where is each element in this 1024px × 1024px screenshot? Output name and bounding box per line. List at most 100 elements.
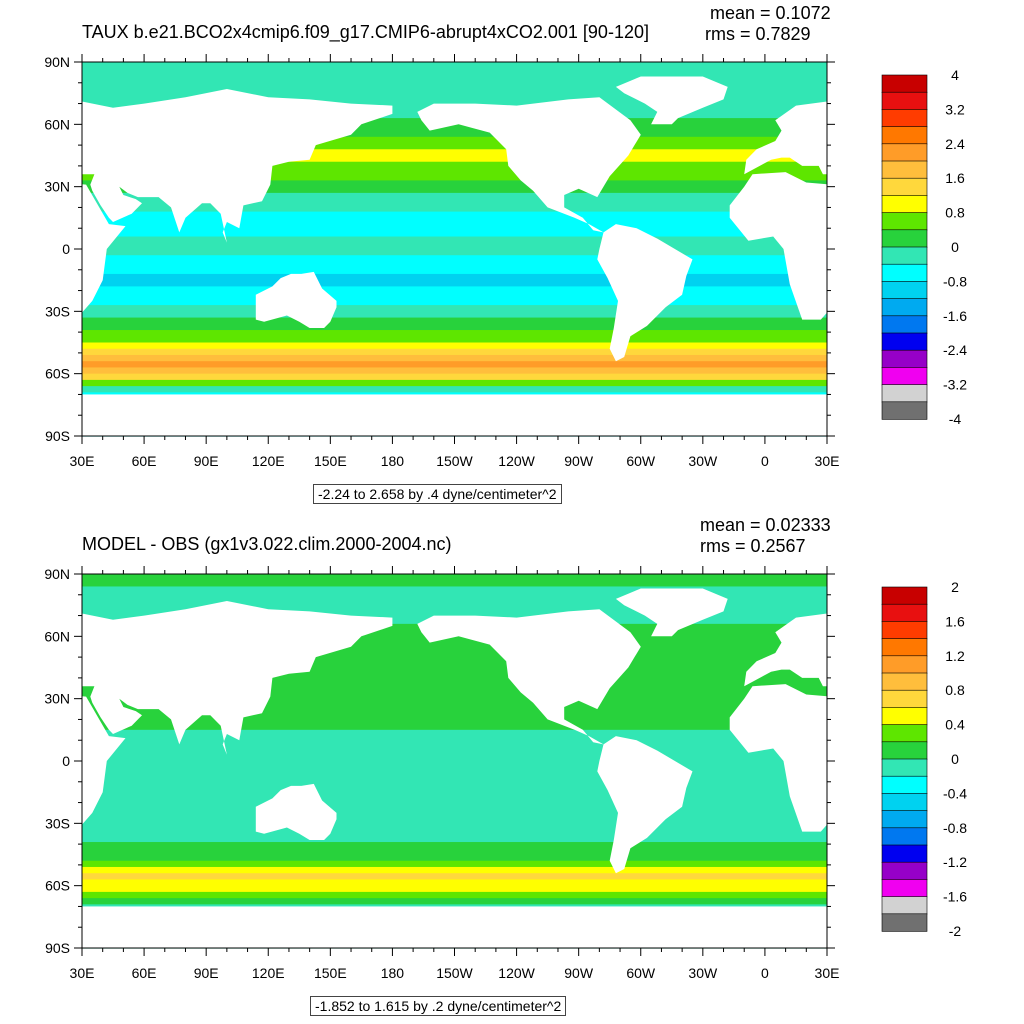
colorbar-swatch	[881, 603, 928, 623]
field-band	[82, 180, 827, 188]
landmass	[744, 101, 827, 175]
colorbar-swatch	[881, 91, 928, 111]
antarctica	[82, 394, 827, 436]
field-band	[82, 261, 827, 269]
landmass	[729, 172, 827, 320]
colorbar-swatch	[881, 775, 928, 795]
colorbar-label: 0.8	[945, 682, 965, 698]
colorbar-label: 1.6	[945, 170, 965, 186]
colorbar-swatch	[881, 879, 928, 898]
colorbar-swatch	[881, 586, 928, 605]
colorbar-label: -2	[949, 923, 962, 939]
field-band	[82, 174, 827, 182]
x-tick-label: 90W	[564, 453, 594, 469]
x-tick-label: 120E	[252, 965, 285, 981]
field-band	[82, 829, 827, 837]
field-band	[82, 598, 827, 606]
field-band	[82, 592, 827, 600]
x-tick-label: 0	[761, 965, 769, 981]
y-tick-label: 90N	[44, 566, 70, 582]
field-band	[82, 785, 827, 793]
x-tick-label: 30E	[815, 453, 840, 469]
field-band	[82, 848, 827, 856]
colorbar-swatch	[881, 827, 928, 846]
colorbar-swatch	[881, 638, 928, 657]
landmass	[597, 224, 693, 362]
field-band	[82, 224, 827, 231]
x-tick-label: 90E	[194, 965, 219, 981]
y-tick-label: 30N	[44, 179, 70, 195]
field-band	[82, 736, 827, 743]
field-band	[82, 605, 827, 612]
field-band	[82, 249, 827, 256]
landmass	[417, 97, 641, 233]
colorbar-swatch	[881, 143, 928, 162]
colorbar-label: -0.4	[943, 785, 967, 801]
x-tick-label: 60E	[132, 965, 157, 981]
x-tick-label: 150W	[436, 965, 473, 981]
colorbar-label: -1.6	[943, 889, 967, 905]
colorbar-swatch	[881, 758, 928, 777]
y-tick-label: 60N	[44, 116, 70, 132]
colorbar-label: -0.8	[943, 820, 967, 836]
field-band	[82, 636, 827, 644]
landmass	[744, 613, 827, 687]
x-tick-label: 30E	[70, 965, 95, 981]
field-band	[82, 704, 827, 712]
y-tick-label: 30N	[44, 691, 70, 707]
field-band	[82, 273, 827, 281]
field-band	[82, 280, 827, 287]
x-tick-label: 180	[381, 453, 405, 469]
colorbar-swatch	[881, 655, 928, 674]
x-tick-label: 120W	[498, 453, 535, 469]
colorbar-swatch	[881, 315, 928, 334]
field-band	[82, 873, 827, 881]
field-band	[82, 817, 827, 824]
colorbar-swatch	[881, 177, 928, 197]
field-band	[82, 211, 827, 219]
land-mask	[82, 76, 1024, 436]
field-band	[82, 779, 827, 787]
y-tick-label: 90S	[45, 428, 70, 444]
field-band	[82, 742, 827, 750]
colorbar-label: -4	[949, 411, 962, 427]
y-tick-label: 0	[62, 241, 70, 257]
landmass	[1001, 784, 1024, 840]
field-band	[82, 305, 827, 312]
field-band	[82, 336, 827, 344]
bottom-panel: MODEL - OBS (gx1v3.022.clim.2000-2004.nc…	[0, 512, 1024, 1024]
field-band	[82, 255, 827, 263]
field-band	[82, 161, 827, 169]
field-band	[82, 860, 827, 868]
x-tick-label: 150W	[436, 453, 473, 469]
colorbar-swatch	[881, 793, 928, 812]
field-band	[82, 242, 827, 250]
field-band	[82, 199, 827, 206]
field-band	[82, 317, 827, 325]
field-band	[82, 292, 827, 300]
colorbar-swatch	[881, 74, 928, 93]
field-band	[82, 648, 827, 656]
x-tick-label: 0	[761, 453, 769, 469]
field-band	[82, 124, 827, 132]
landmass	[1001, 272, 1024, 328]
field-band	[82, 804, 827, 812]
field-band	[82, 74, 827, 82]
field-band	[82, 673, 827, 681]
colorbar-swatch	[881, 810, 928, 829]
field-band	[82, 854, 827, 862]
field-band	[82, 155, 827, 163]
colorbar-swatch	[881, 896, 928, 915]
field-band	[82, 823, 827, 831]
colorbar-swatch	[881, 195, 928, 214]
field-band	[82, 798, 827, 806]
field-band	[82, 586, 827, 594]
colorbar-label: 2.4	[945, 136, 965, 152]
landmass	[82, 184, 126, 313]
landmass	[82, 601, 393, 755]
field-band	[82, 679, 827, 687]
field-band	[82, 792, 827, 799]
field-band	[82, 323, 827, 331]
field-band	[82, 698, 827, 706]
